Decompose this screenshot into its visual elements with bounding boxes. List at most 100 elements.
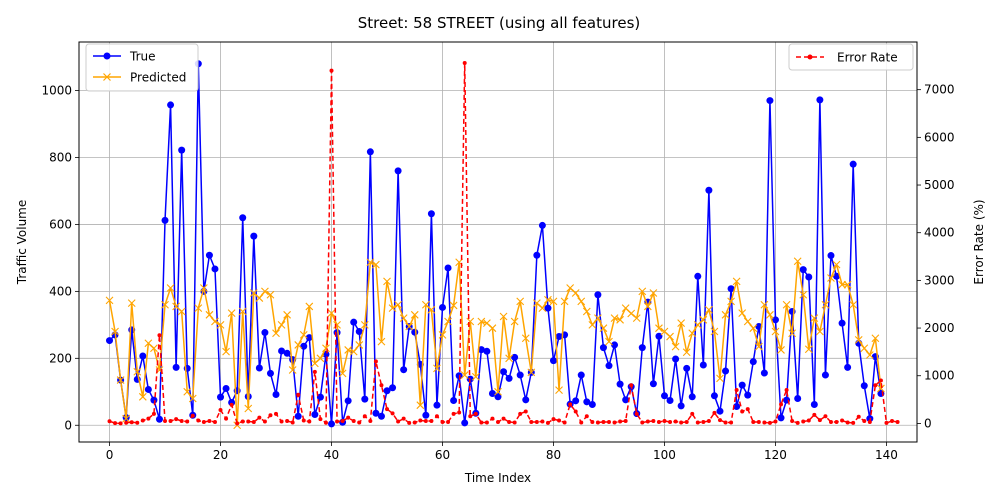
true-point [810,401,818,409]
error-rate-point [890,419,895,424]
predicted-point [516,297,525,306]
predicted-point [410,310,419,319]
error-rate-point [307,419,312,424]
true-point [622,396,630,404]
true-point [350,318,358,326]
predicted-point [266,290,275,299]
predicted-point [521,334,530,343]
error-rate-point [201,419,206,424]
series-area [105,60,900,430]
error-rate-point [845,420,850,425]
predicted-point [488,324,497,333]
error-rate-point [440,419,445,424]
error-rate-point [196,418,201,423]
predicted-point [338,369,347,378]
true-point [494,393,502,401]
error-rate-point [185,419,190,424]
error-rate-point [346,415,351,420]
predicted-point [211,317,219,326]
error-rate-point [706,419,711,424]
predicted-point [738,309,747,318]
true-point [683,364,691,372]
predicted-point [638,287,647,296]
true-point [749,358,757,366]
predicted-point [632,314,641,323]
error-rate-point [878,378,883,383]
true-point [760,369,768,377]
predicted-point [188,394,197,403]
predicted-point [666,332,674,341]
predicted-point [777,346,785,354]
error-rate-point [390,411,395,416]
predicted-point [649,289,658,297]
error-rate-point [168,419,173,424]
error-rate-point [529,419,534,424]
error-rate-point [568,402,573,407]
predicted-point [449,301,458,310]
error-rate-point [224,416,229,421]
predicted-point [383,277,391,286]
legend-entry-true: True [93,50,156,64]
true-point [816,96,824,104]
predicted-point [471,372,480,381]
predicted-point [871,334,880,343]
predicted-point [388,304,397,312]
true-point [555,333,563,341]
true-point [833,272,841,280]
true-point [477,346,485,354]
predicted-point [133,367,142,376]
true-point [217,393,225,401]
x-tick-label: 40 [324,448,339,462]
error-rate-point [584,414,589,419]
predicted-point [804,345,813,354]
error-rate-point [656,419,661,424]
predicted-point [749,324,758,333]
error-rate-point [840,418,845,423]
predicted-point [416,401,425,410]
error-rate-point [668,419,673,424]
y2-tick-label: 0 [924,416,932,430]
true-point [677,402,685,410]
y2-tick-label: 4000 [924,226,955,240]
true-point [383,387,391,395]
true-point [577,371,585,379]
error-rate-point [712,410,717,415]
legend-predicted-label: Predicted [130,71,186,85]
true-point [544,304,552,312]
error-rate-point [124,420,129,425]
true-point [222,384,230,392]
predicted-point [821,300,830,309]
true-point [305,334,313,342]
predicted-point [161,300,169,309]
error-rate-point [701,419,706,424]
x-tick-label: 20 [213,448,228,462]
predicted-point [577,297,586,306]
x-tick-label: 100 [653,448,676,462]
true-point [572,397,580,405]
chart-title: Street: 58 STREET (using all features) [358,14,641,32]
true-point [738,381,746,389]
error-rate-point [867,419,872,424]
true-point [139,352,147,360]
x-axis: 0 20 40 60 80 100 120 140 [106,442,898,462]
x-tick-label: 140 [875,448,898,462]
error-rate-point [751,419,756,424]
error-rate-point [551,417,556,422]
error-rate-point [113,421,118,426]
predicted-point [327,309,336,318]
error-rate-point [135,420,140,425]
predicted-point [122,414,131,423]
true-point [255,364,263,372]
y2-tick-label: 2000 [924,321,955,335]
error-rate-point [779,402,784,407]
legend-right-box [788,43,914,71]
true-point [777,414,785,422]
true-point [500,368,508,376]
y2-tick-label: 1000 [924,369,955,383]
predicted-point [754,342,763,351]
legend-left: True Predicted [85,43,199,92]
true-point [583,398,591,406]
error-rate-point [290,420,295,425]
error-rate-point [762,420,767,425]
predicted-point [377,337,386,346]
